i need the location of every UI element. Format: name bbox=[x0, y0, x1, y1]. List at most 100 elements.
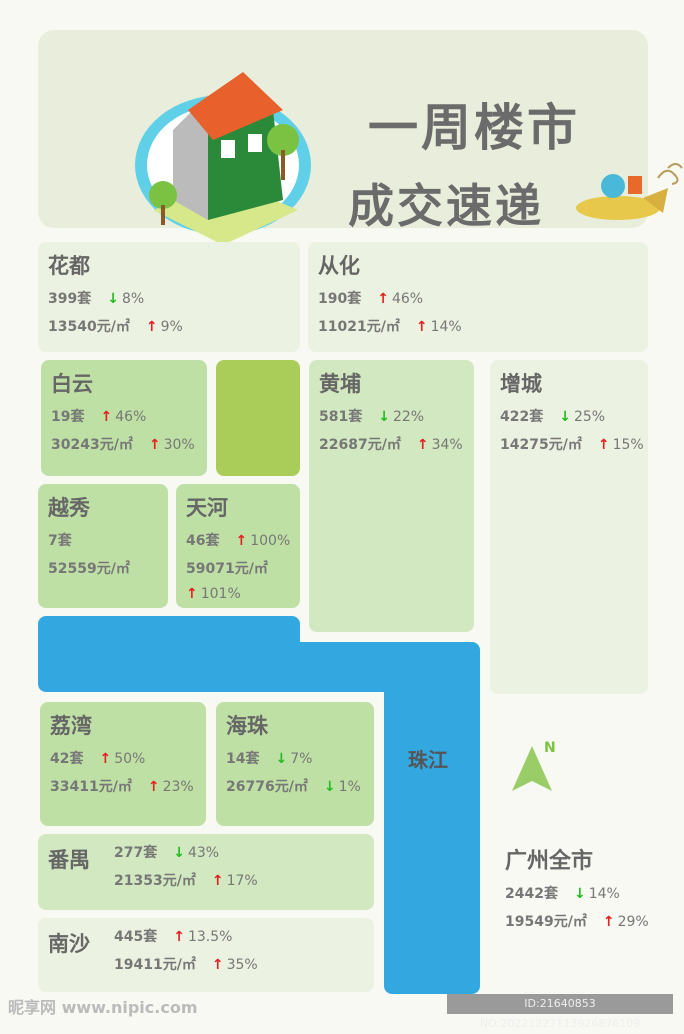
arrow-up-icon: ↑ bbox=[416, 437, 429, 453]
river-pearl-west bbox=[38, 616, 300, 692]
price-value: 19411元/㎡ bbox=[114, 957, 196, 973]
district-huadu[interactable]: 花都 399套 ↓ 8% 13540元/㎡ ↑ 9% bbox=[38, 242, 300, 352]
price-row: 52559元/㎡ bbox=[48, 558, 158, 578]
district-name: 番禺 bbox=[48, 848, 90, 872]
district-name: 南沙 bbox=[48, 932, 90, 956]
price-row: 59071元/㎡ bbox=[186, 558, 290, 578]
price-change-value: 15% bbox=[612, 437, 644, 453]
units-change: ↓ 14% bbox=[574, 886, 620, 902]
price-change: ↑ 14% bbox=[416, 319, 462, 335]
price-row: 19411元/㎡ ↑ 35% bbox=[114, 954, 364, 974]
units-change: ↑ 46% bbox=[100, 409, 146, 425]
price-change-value: 35% bbox=[226, 957, 258, 973]
price-change-value: 101% bbox=[200, 586, 241, 602]
price-change-row: ↑ 101% bbox=[186, 586, 290, 602]
district-panyu[interactable]: 番禺 277套 ↓ 43% 21353元/㎡ ↑ 17% bbox=[38, 834, 374, 910]
units-value: 190套 bbox=[318, 291, 362, 307]
price-row: 21353元/㎡ ↑ 17% bbox=[114, 870, 364, 890]
price-value: 59071元/㎡ bbox=[186, 561, 268, 577]
units-row: 445套 ↑ 13.5% bbox=[114, 926, 364, 946]
district-nansha[interactable]: 南沙 445套 ↑ 13.5% 19411元/㎡ ↑ 35% bbox=[38, 918, 374, 992]
units-value: 42套 bbox=[50, 751, 84, 767]
district-name: 越秀 bbox=[48, 496, 90, 520]
arrow-down-icon: ↓ bbox=[378, 409, 390, 425]
arrow-up-icon: ↑ bbox=[211, 957, 224, 973]
arrow-up-icon: ↑ bbox=[173, 929, 185, 945]
units-row: 14套 ↓ 7% bbox=[226, 748, 364, 768]
price-value: 26776元/㎡ bbox=[226, 779, 308, 795]
units-change-value: 100% bbox=[250, 533, 291, 549]
units-value: 399套 bbox=[48, 291, 92, 307]
units-row: 190套 ↑ 46% bbox=[318, 288, 638, 308]
price-change: ↑ 29% bbox=[603, 914, 649, 930]
green-block bbox=[216, 360, 300, 476]
district-stats: 277套 ↓ 43% 21353元/㎡ ↑ 17% bbox=[114, 842, 364, 890]
district-huangpu[interactable]: 黄埔 581套 ↓ 22% 22687元/㎡ ↑ 34% bbox=[309, 360, 474, 632]
units-row: 46套 ↑ 100% bbox=[186, 530, 290, 550]
district-name: 增城 bbox=[500, 372, 542, 396]
units-change: ↑ 100% bbox=[235, 533, 290, 549]
price-value: 11021元/㎡ bbox=[318, 319, 400, 335]
price-value: 52559元/㎡ bbox=[48, 561, 130, 577]
units-row: 42套 ↑ 50% bbox=[50, 748, 196, 768]
units-change: ↓ 25% bbox=[559, 409, 605, 425]
price-value: 14275元/㎡ bbox=[500, 437, 582, 453]
price-change-value: 34% bbox=[431, 437, 463, 453]
price-change-value: 29% bbox=[617, 914, 649, 930]
arrow-up-icon: ↑ bbox=[186, 586, 198, 602]
units-change: ↑ 13.5% bbox=[173, 929, 232, 945]
price-change-value: 1% bbox=[338, 779, 361, 795]
price-value: 22687元/㎡ bbox=[319, 437, 401, 453]
price-value: 21353元/㎡ bbox=[114, 873, 196, 889]
units-row: 2442套 ↓ 14% bbox=[505, 883, 649, 903]
price-change: ↑ 15% bbox=[598, 437, 644, 453]
district-tianhe[interactable]: 天河 46套 ↑ 100% 59071元/㎡ ↑ 101% bbox=[176, 484, 300, 608]
arrow-up-icon: ↑ bbox=[145, 319, 158, 335]
district-name: 白云 bbox=[51, 372, 93, 396]
title-line-2: 成交速递 bbox=[348, 179, 544, 233]
arrow-up-icon: ↑ bbox=[148, 437, 161, 453]
units-value: 14套 bbox=[226, 751, 260, 767]
district-name: 海珠 bbox=[226, 714, 268, 738]
price-change: ↑ 101% bbox=[186, 586, 241, 602]
arrow-up-icon: ↑ bbox=[100, 409, 113, 425]
price-row: 11021元/㎡ ↑ 14% bbox=[318, 316, 638, 336]
header-banner: 一周楼市 成交速递 bbox=[38, 30, 683, 245]
units-change-value: 7% bbox=[290, 751, 313, 767]
units-change-value: 46% bbox=[115, 409, 147, 425]
price-row: 33411元/㎡ ↑ 23% bbox=[50, 776, 196, 796]
district-haizhu[interactable]: 海珠 14套 ↓ 7% 26776元/㎡ ↓ 1% bbox=[216, 702, 374, 826]
arrow-down-icon: ↓ bbox=[573, 886, 586, 902]
units-row: 7套 bbox=[48, 530, 158, 550]
district-yuexiu[interactable]: 越秀 7套 52559元/㎡ bbox=[38, 484, 168, 608]
price-change-value: 23% bbox=[162, 779, 194, 795]
house-illustration-icon bbox=[135, 72, 311, 245]
units-value: 422套 bbox=[500, 409, 544, 425]
district-liwan[interactable]: 荔湾 42套 ↑ 50% 33411元/㎡ ↑ 23% bbox=[40, 702, 206, 826]
units-value: 7套 bbox=[48, 533, 72, 549]
arrow-up-icon: ↑ bbox=[597, 437, 610, 453]
price-change-value: 14% bbox=[430, 319, 462, 335]
arrow-down-icon: ↓ bbox=[107, 291, 119, 307]
price-change: ↑ 35% bbox=[212, 957, 258, 973]
arrow-up-icon: ↑ bbox=[99, 751, 112, 767]
city-summary: 广州全市 2442套 ↓ 14% 19549元/㎡ ↑ 29% bbox=[505, 843, 649, 931]
units-change: ↓ 43% bbox=[173, 845, 219, 861]
price-change: ↑ 9% bbox=[146, 319, 183, 335]
district-stats: 445套 ↑ 13.5% 19411元/㎡ ↑ 35% bbox=[114, 926, 364, 974]
district-zengcheng[interactable]: 增城 422套 ↓ 25% 14275元/㎡ ↑ 15% bbox=[490, 360, 648, 694]
units-row: 19套 ↑ 46% bbox=[51, 406, 197, 426]
units-change-value: 14% bbox=[588, 886, 620, 902]
price-value: 30243元/㎡ bbox=[51, 437, 133, 453]
image-id-bar: ID:21640853 NO:20221227113926876109 bbox=[447, 994, 673, 1030]
arrow-down-icon: ↓ bbox=[173, 845, 185, 861]
price-change-value: 30% bbox=[163, 437, 195, 453]
units-value: 2442套 bbox=[505, 886, 558, 902]
district-baiyun[interactable]: 白云 19套 ↑ 46% 30243元/㎡ ↑ 30% bbox=[41, 360, 207, 476]
district-name: 荔湾 bbox=[50, 714, 92, 738]
units-change-value: 50% bbox=[114, 751, 146, 767]
arrow-up-icon: ↑ bbox=[602, 914, 615, 930]
district-conghua[interactable]: 从化 190套 ↑ 46% 11021元/㎡ ↑ 14% bbox=[308, 242, 648, 352]
units-change: ↑ 46% bbox=[377, 291, 423, 307]
price-row: 14275元/㎡ ↑ 15% bbox=[500, 434, 644, 454]
